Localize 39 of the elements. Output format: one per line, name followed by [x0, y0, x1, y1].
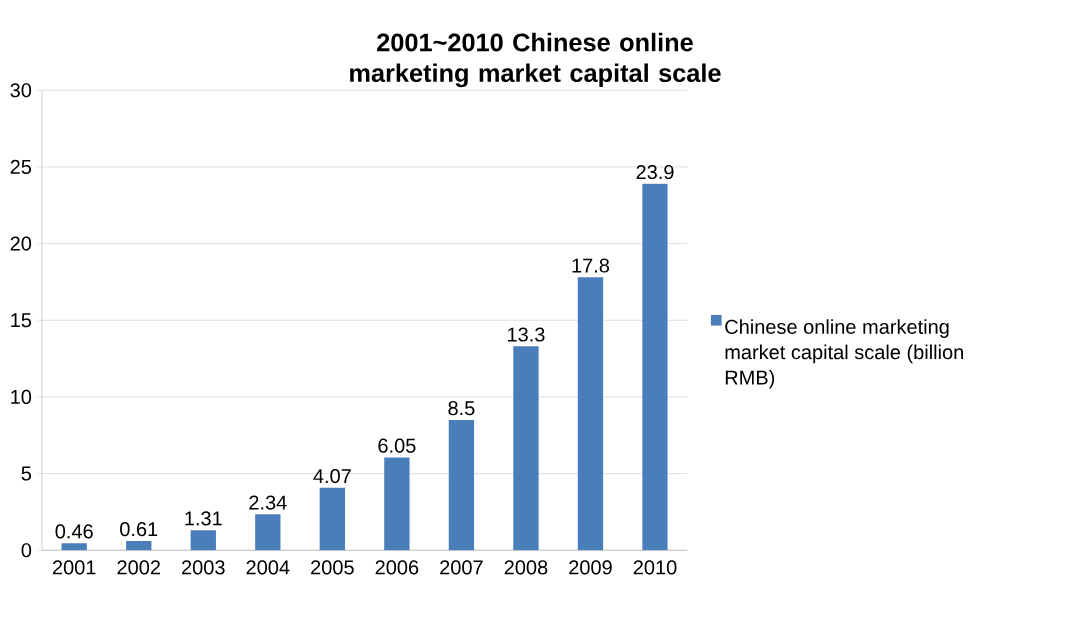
x-tick-label: 2008 — [504, 560, 548, 575]
data-label: 2.34 — [249, 495, 287, 510]
data-label: 13.3 — [508, 327, 545, 342]
x-tick-label: 2002 — [117, 560, 160, 575]
x-tick-label: 2001 — [52, 560, 96, 575]
y-tick-label: 20 — [10, 236, 32, 251]
data-label: 4.07 — [313, 468, 351, 484]
data-label: 17.8 — [572, 258, 610, 273]
x-tick-label: 2003 — [182, 560, 225, 575]
bar — [319, 487, 346, 551]
bar — [126, 540, 152, 551]
data-label: 0.46 — [55, 524, 93, 539]
bar — [642, 183, 668, 551]
x-tick-label: 2007 — [440, 560, 483, 575]
x-tick-label: 2010 — [633, 560, 677, 575]
data-label: 6.05 — [378, 438, 416, 453]
x-tick-label: 2005 — [311, 560, 354, 575]
x-tick-label: 2009 — [569, 560, 612, 575]
legend-label: Chinese online marketing market capital scale (billion RMB) — [725, 319, 963, 389]
y-tick-label: 30 — [10, 83, 32, 98]
bar — [61, 543, 87, 551]
y-tick-label: 15 — [11, 313, 32, 328]
bar — [448, 419, 475, 551]
data-label: 8.5 — [448, 401, 475, 416]
bar — [513, 346, 539, 551]
y-tick-label: 5 — [21, 466, 32, 481]
chart-title: 2001~2010 Chinese online marketing market capital scale — [350, 32, 721, 88]
y-tick-label: 0 — [21, 543, 32, 558]
x-tick-label: 2006 — [375, 560, 419, 575]
y-tick-label: 10 — [11, 389, 32, 404]
data-label: 23.9 — [636, 164, 674, 180]
bar — [577, 277, 604, 551]
bar — [255, 514, 281, 551]
bar — [190, 530, 216, 551]
bar — [384, 457, 410, 551]
x-tick-label: 2004 — [246, 560, 290, 575]
data-label: 0.61 — [120, 522, 158, 537]
data-label: 1.31 — [185, 511, 222, 526]
y-tick-label: 25 — [10, 159, 32, 174]
